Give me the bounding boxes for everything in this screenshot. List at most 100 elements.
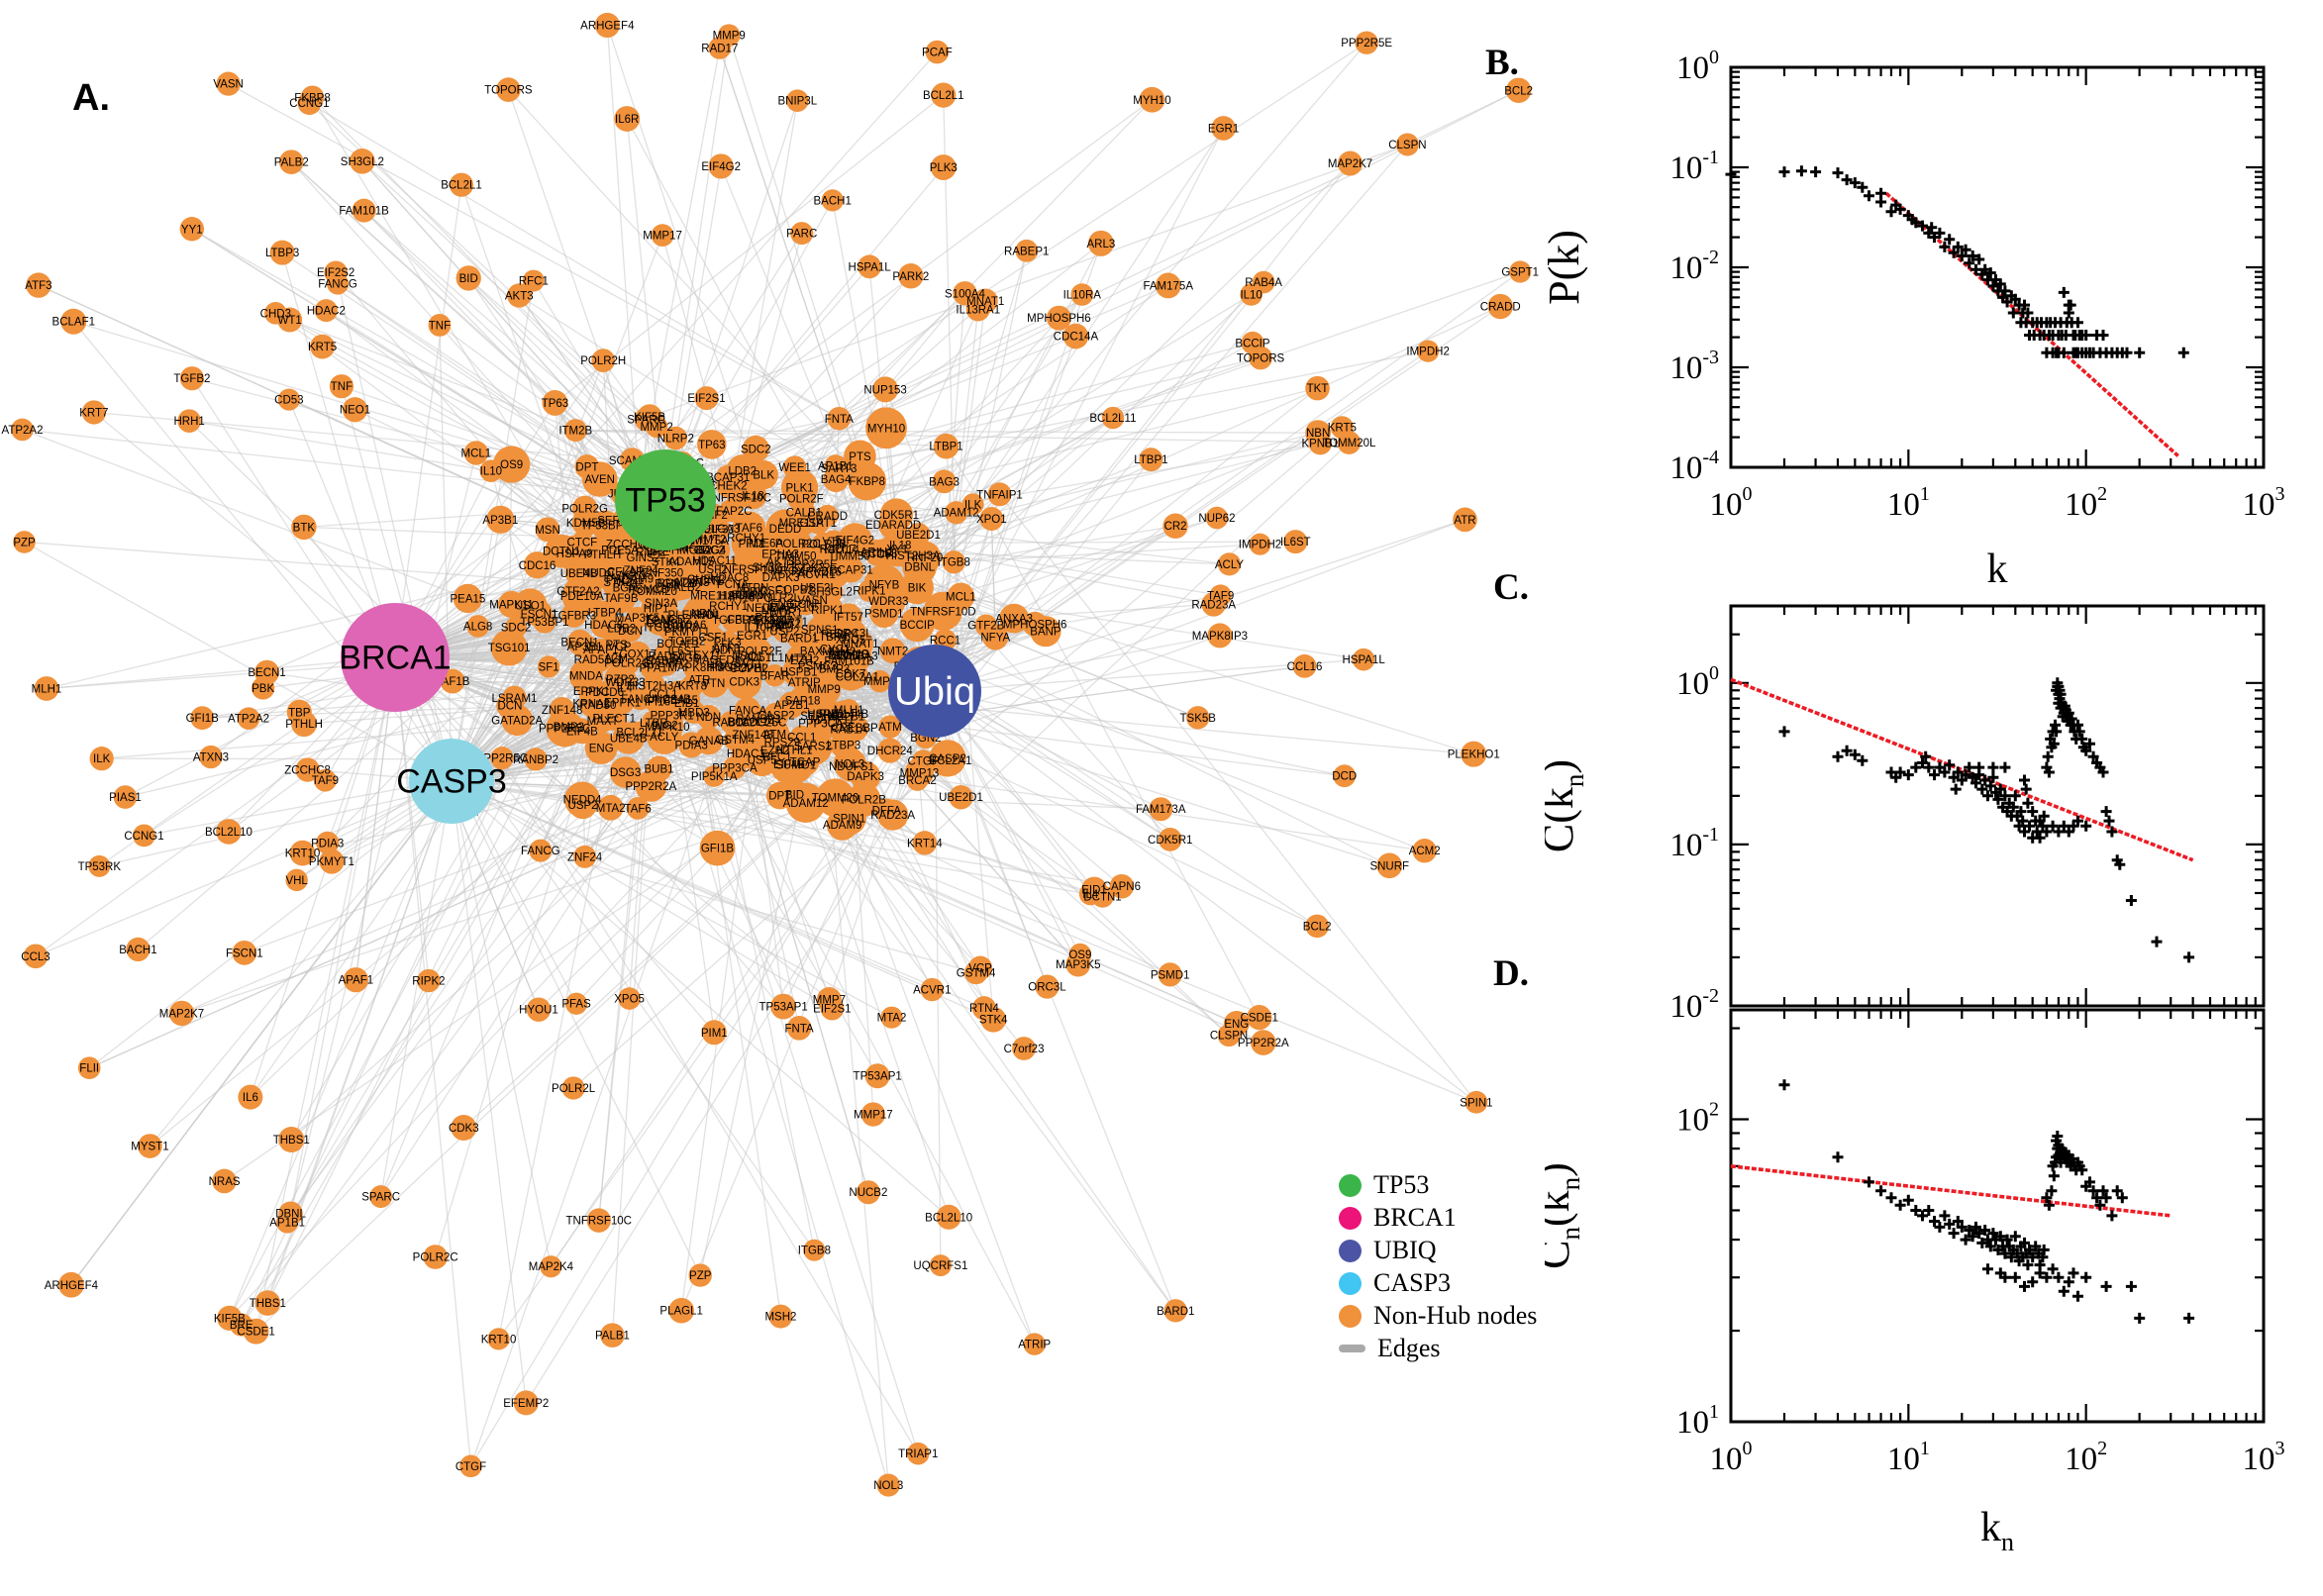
network-node-label: CTGF [455,1461,486,1473]
legend-node-swatch [1339,1271,1362,1295]
network-node-label: BTK [755,612,777,624]
network-node-label: IMPDH2 [1239,540,1281,551]
network-node-label: PTHLH [285,719,323,731]
legend-item: Edges [1339,1334,1537,1362]
panel-c-plot: 100 10-1 10-2 C(kn) [1545,604,2266,1025]
network-node-label: AP1B1 [818,460,854,472]
network-node-label: WDR33 [605,677,645,689]
data-point [2058,1285,2070,1297]
network-edge [394,99,1153,658]
network-node-label: CCL16 [1287,661,1323,673]
data-point [1923,1205,1935,1216]
network-node-label: EZH2 [760,746,789,757]
network-node-label: MAP2K7 [159,1008,204,1020]
network-node-label: DSG3 [610,767,641,779]
network-node-label: MAPK11 [489,599,534,611]
x-tick-label: 102 [2065,483,2107,523]
network-edge [693,712,1036,1345]
network-node [1505,77,1532,103]
network-node-label: TCAP [790,756,821,768]
network-node-label: CDK5R1 [1148,835,1192,847]
data-point [1910,1205,1922,1216]
network-node-label: BTK [293,522,316,534]
network-node-label: BAX [800,647,823,658]
network-node-label: THBS1 [250,1298,286,1310]
network-edge [451,780,553,1267]
network-node-label: AP2B1 [774,700,810,712]
network-node-label: SF1 [539,661,559,673]
network-edge [990,519,996,638]
network-edge [664,100,798,501]
network-node-label: PLK3 [930,162,958,174]
network-edge [394,51,938,658]
data-point [1917,1210,1928,1222]
network-node-label: IL18 [889,541,911,552]
network-node-label: CREBBP [831,723,878,735]
data-point [1982,1263,1993,1275]
network-node-label: PFAS [561,999,591,1011]
network-node-label: LDB2 [607,623,636,635]
legend-label: TP53 [1373,1170,1430,1199]
network-edge [884,292,965,390]
network-node-label: LTBP1 [1134,454,1167,466]
network-node-label: MCL1 [460,449,491,460]
network-node-label: VTN [702,678,725,690]
network-node-label: GATAD2A [491,715,543,727]
network-node-label: BRCA2 [898,775,936,787]
y-tick-label: 10-2 [1669,247,1719,286]
network-node-label: ADAM9 [823,820,862,832]
network-edge [934,144,1408,692]
network-node-label: TAF9B [604,593,639,605]
network-node-label: BCL2L11 [1089,413,1136,425]
network-node-label: MAP2K4 [529,1261,574,1273]
network-node-label: CR2 [1164,521,1187,533]
network-node-label: DPT [768,791,791,803]
network-node-label: BAG4 [821,474,852,486]
network-node-label: PIAS1 [109,792,142,804]
data-point [2053,826,2065,838]
data-point [1725,168,1737,180]
data-point [2097,330,2109,341]
network-node-label: RAN [693,610,717,622]
data-point [1950,783,1962,795]
network-edge [451,780,833,1010]
network-edge [889,250,1028,728]
network-edge [945,446,992,520]
data-point [1885,1192,1897,1204]
network-node-label: WEE1 [778,462,811,474]
data-point [2053,1271,2065,1283]
network-edge [289,452,477,1214]
network-node-label: MSH2 [764,1312,796,1324]
network-node-label: BID [459,273,478,285]
network-edge [394,656,540,1010]
network-node-label: POLR2H [580,355,626,367]
network-node-label: EGR1 [737,631,767,643]
network-node-label: ARHGEF4 [45,1280,99,1292]
network-node-label: VCP [968,963,992,975]
data-point [2183,951,2195,963]
plot-ticks [1729,1010,2266,1424]
network-node-label: MMP17 [854,1110,893,1122]
network-edge [341,386,453,782]
legend-node-swatch [1339,1173,1362,1197]
plot-frame [1729,1008,2266,1424]
network-edge [916,525,1176,667]
network-node-label: PARK2 [892,271,929,283]
data-point [1778,166,1790,178]
network-node-label: NBN [1306,428,1330,440]
network-node-label: EGR1 [1208,123,1239,135]
network-node-label: MAPK8IP3 [1192,631,1248,643]
network-node-label: RAD17 [701,44,738,55]
network-node-label: XPO5 [614,994,645,1006]
network-edge [451,235,663,782]
network-node-label: POLR2C [775,539,821,550]
network-node-label: PSMD1 [1151,969,1190,981]
network-node-label: PCAF [922,48,953,59]
network-node-label: BCCIP [1235,338,1269,349]
network-node-label: LTBP1 [929,442,962,453]
data-point [2134,1312,2146,1324]
network-node-label: GOLGA3 [831,651,877,663]
data-point [2125,895,2137,906]
network-edge [653,722,800,1029]
